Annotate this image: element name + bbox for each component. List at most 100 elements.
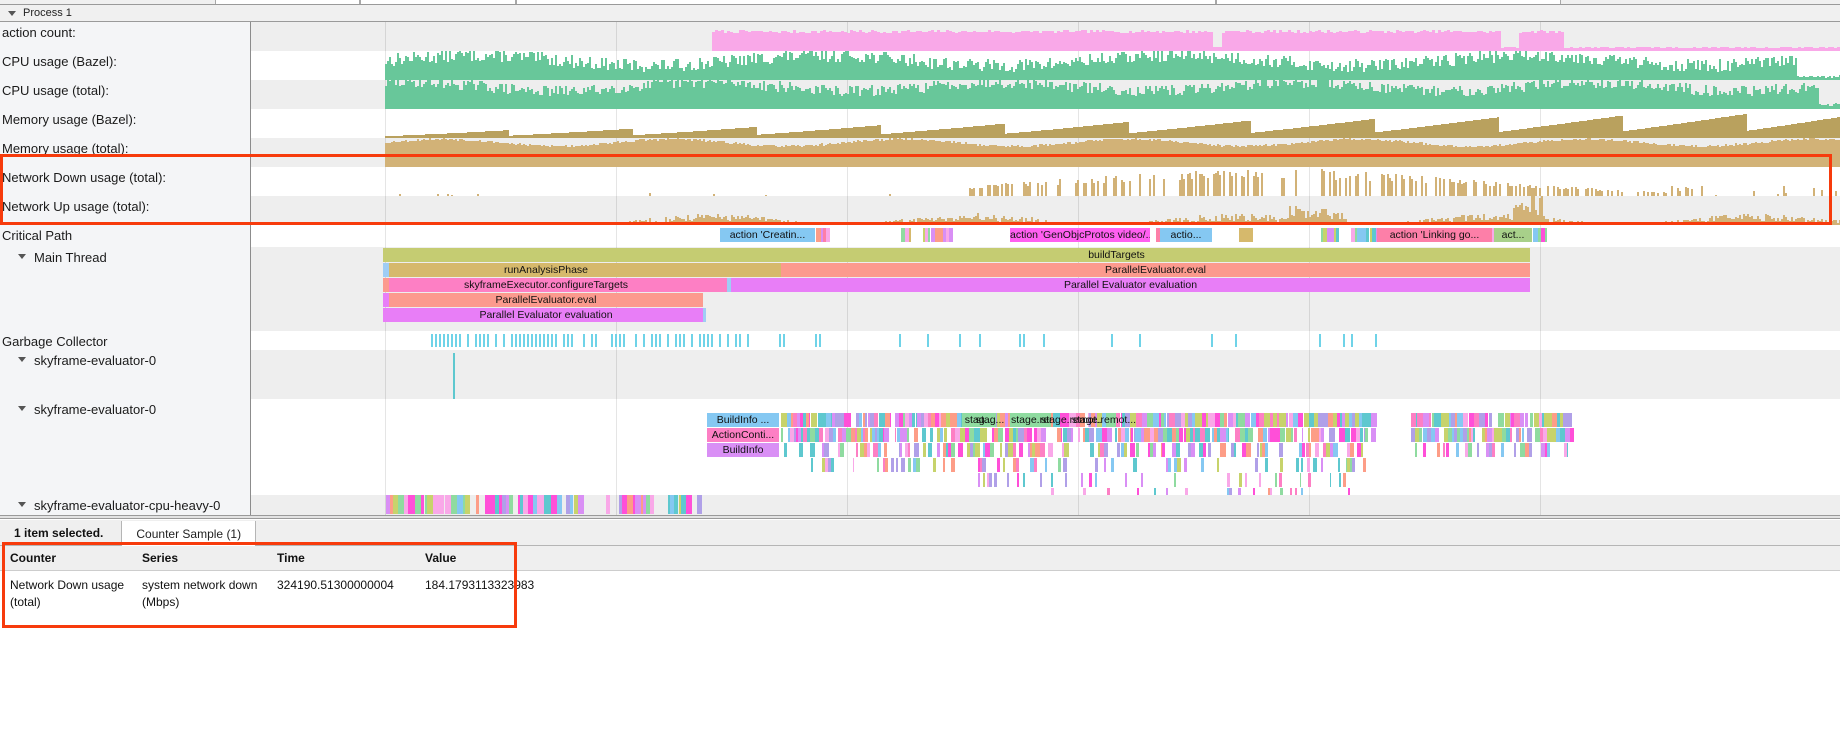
main-thread-slice[interactable] — [703, 263, 781, 277]
skyframe-slice[interactable]: stage.remot... — [1011, 413, 1051, 427]
track-label-net-up[interactable]: Network Up usage (total): — [0, 196, 251, 225]
track-row-cpu-total[interactable]: CPU usage (total): — [0, 80, 1840, 109]
counter-area-cpu-total — [251, 80, 1840, 109]
track-row-skyframe-cpu-heavy[interactable]: skyframe-evaluator-cpu-heavy-0 — [0, 495, 1840, 515]
track-content-skyframe-cpu-heavy[interactable] — [251, 495, 1840, 515]
counter-area-net-down — [251, 167, 1840, 196]
track-row-mem-total[interactable]: Memory usage (total): — [0, 138, 1840, 167]
track-content-critical-path[interactable]: action 'Creatin... action 'GenObjcProtos… — [251, 225, 1840, 247]
track-row-action-count[interactable]: action count: — [0, 22, 1840, 51]
track-label-main-thread[interactable]: Main Thread — [0, 247, 251, 331]
chevron-down-icon[interactable] — [8, 10, 16, 16]
main-thread-slice[interactable] — [703, 308, 706, 322]
process-title: Process 1 — [23, 7, 72, 19]
skyframe-slice[interactable]: BuildInfo ... — [707, 413, 779, 427]
track-label-skyframe-evaluator-0-a[interactable]: skyframe-evaluator-0 — [0, 350, 251, 399]
critical-path-slice[interactable]: action 'Creatin... — [720, 228, 815, 242]
track-content-mem-bazel[interactable] — [251, 109, 1840, 138]
cell-counter: Network Down usage (total) — [10, 578, 125, 609]
chevron-down-icon[interactable] — [18, 254, 26, 259]
counter-area-mem-bazel — [251, 109, 1840, 138]
critical-path-slice[interactable]: actio... — [1160, 228, 1212, 242]
skyframe-slice[interactable]: ActionConti... — [707, 428, 779, 442]
table-header-row: Counter Series Time Value — [0, 546, 1840, 571]
chevron-down-icon[interactable] — [18, 357, 26, 362]
track-content-cpu-bazel[interactable] — [251, 51, 1840, 80]
tab-counter-sample[interactable]: Counter Sample (1) — [121, 520, 257, 547]
cell-value: 184.1793113323983 — [425, 578, 535, 592]
main-thread-slice[interactable] — [383, 278, 389, 292]
main-thread-slice[interactable]: buildTargets — [703, 248, 1530, 262]
main-thread-slice[interactable]: skyframeExecutor.configureTargets — [389, 278, 703, 292]
track-row-cpu-bazel[interactable]: CPU usage (Bazel): — [0, 51, 1840, 80]
chevron-down-icon[interactable] — [18, 406, 26, 411]
main-thread-slice[interactable]: Parallel Evaluator evaluation — [731, 278, 1530, 292]
track-row-gc[interactable]: Garbage Collector — [0, 331, 1840, 350]
counter-area-mem-total — [251, 138, 1840, 167]
track-row-mem-bazel[interactable]: Memory usage (Bazel): — [0, 109, 1840, 138]
main-thread-slice[interactable]: ParallelEvaluator.eval — [781, 263, 1530, 277]
column-header-time[interactable]: Time — [267, 546, 415, 571]
track-content-skyframe-evaluator-0-b[interactable]: BuildInfo ... ActionConti... BuildInfo s… — [251, 399, 1840, 495]
column-header-counter[interactable]: Counter — [0, 546, 132, 571]
track-row-skyframe-evaluator-0-a[interactable]: skyframe-evaluator-0 — [0, 350, 1840, 399]
track-label-mem-bazel[interactable]: Memory usage (Bazel): — [0, 109, 251, 138]
skyframe-slice[interactable]: BuildInfo — [707, 443, 779, 457]
skyframe-slice[interactable]: stag... — [975, 414, 1005, 426]
table-row[interactable]: Network Down usage (total) system networ… — [0, 571, 1840, 618]
skyframe-slice[interactable]: stag... — [962, 413, 996, 427]
timeline-overview-strip[interactable] — [0, 0, 1840, 5]
track-row-net-up[interactable]: Network Up usage (total): — [0, 196, 1840, 225]
track-label-mem-total[interactable]: Memory usage (total): — [0, 138, 251, 167]
critical-path-slice[interactable]: action 'GenObjcProtos video/... — [1010, 228, 1150, 242]
counter-sample-table: Counter Series Time Value Network Down u… — [0, 546, 1840, 617]
critical-path-slice[interactable]: act... — [1494, 228, 1532, 242]
track-row-net-down[interactable]: Network Down usage (total): — [0, 167, 1840, 196]
details-tabbar: 1 item selected. Counter Sample (1) — [0, 520, 1840, 547]
track-content-mem-total[interactable] — [251, 138, 1840, 167]
main-thread-slice[interactable]: ParallelEvaluator.eval — [389, 293, 703, 307]
track-label-cpu-total[interactable]: CPU usage (total): — [0, 80, 251, 109]
column-header-value[interactable]: Value — [415, 546, 1840, 571]
track-content-cpu-total[interactable] — [251, 80, 1840, 109]
process-header[interactable]: Process 1 — [0, 5, 1840, 22]
main-thread-slice[interactable] — [727, 278, 731, 292]
track-label-cpu-bazel[interactable]: CPU usage (Bazel): — [0, 51, 251, 80]
track-label-action-count[interactable]: action count: — [0, 22, 251, 51]
timeline-canvas[interactable]: action count: CPU usage (Bazel): CPU usa… — [0, 22, 1840, 515]
main-thread-slice[interactable]: Parallel Evaluator evaluation — [389, 308, 703, 322]
cell-series: system network down (Mbps) — [142, 578, 258, 609]
main-thread-slice[interactable] — [703, 278, 727, 292]
main-thread-slice[interactable] — [383, 248, 703, 262]
details-panel: 1 item selected. Counter Sample (1) Coun… — [0, 520, 1840, 742]
skyframe-slice[interactable]: stage.remot... — [1041, 414, 1101, 426]
selection-status: 1 item selected. — [14, 525, 104, 540]
panel-resize-handle[interactable] — [0, 515, 1840, 519]
main-thread-slice[interactable] — [383, 263, 389, 277]
track-label-net-down[interactable]: Network Down usage (total): — [0, 167, 251, 196]
column-header-series[interactable]: Series — [132, 546, 267, 571]
track-content-main-thread[interactable]: buildTargets runAnalysisPhase ParallelEv… — [251, 247, 1840, 331]
track-label-critical-path[interactable]: Critical Path — [0, 225, 251, 247]
track-label-skyframe-evaluator-0-b[interactable]: skyframe-evaluator-0 — [0, 399, 251, 495]
critical-path-slice[interactable]: action 'Linking go... — [1377, 228, 1492, 242]
cell-time: 324190.51300000004 — [277, 578, 394, 592]
track-row-skyframe-evaluator-0-b[interactable]: skyframe-evaluator-0 BuildInfo ... Actio… — [0, 399, 1840, 495]
track-content-skyframe-evaluator-0-a[interactable] — [251, 350, 1840, 399]
track-content-net-down[interactable] — [251, 167, 1840, 196]
track-content-net-up[interactable] — [251, 196, 1840, 225]
track-label-gc[interactable]: Garbage Collector — [0, 331, 251, 350]
skyframe-slice[interactable] — [453, 353, 455, 399]
counter-area-net-up — [251, 196, 1840, 225]
track-content-action-count[interactable] — [251, 22, 1840, 51]
track-label-skyframe-cpu-heavy[interactable]: skyframe-evaluator-cpu-heavy-0 — [0, 495, 251, 515]
counter-area-cpu-bazel — [251, 51, 1840, 80]
main-thread-slice[interactable]: runAnalysisPhase — [389, 263, 703, 277]
track-row-critical-path[interactable]: Critical Path action 'Creatin... action … — [0, 225, 1840, 247]
skyframe-slice[interactable]: stage.remot... — [1071, 414, 1137, 426]
track-content-gc[interactable] — [251, 331, 1840, 350]
main-thread-slice[interactable] — [383, 293, 389, 307]
track-row-main-thread[interactable]: Main Thread buildTargets runAnalysisPhas… — [0, 247, 1840, 331]
main-thread-slice[interactable] — [383, 308, 389, 322]
chevron-down-icon[interactable] — [18, 502, 26, 507]
